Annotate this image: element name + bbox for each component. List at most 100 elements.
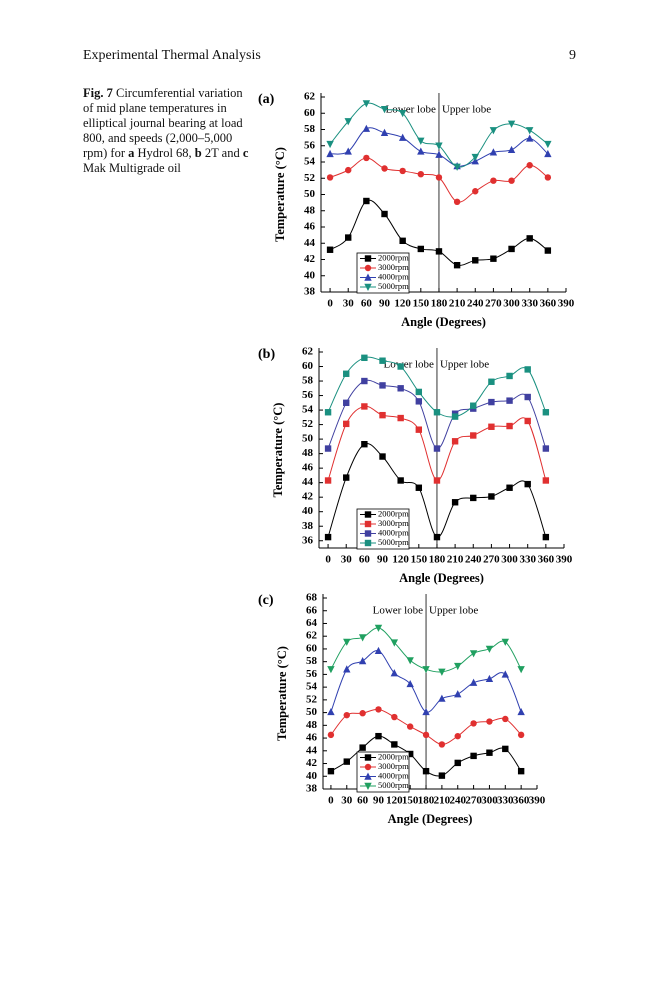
annotation: Lower lobe bbox=[384, 359, 435, 371]
x-tick-label: 120 bbox=[392, 554, 409, 566]
data-point bbox=[343, 399, 350, 407]
x-tick-label: 360 bbox=[540, 298, 557, 310]
x-tick-label: 330 bbox=[497, 795, 514, 807]
data-point bbox=[544, 247, 552, 254]
data-point bbox=[435, 142, 443, 150]
legend-marker bbox=[364, 782, 372, 790]
data-point bbox=[374, 624, 383, 632]
data-point bbox=[524, 480, 531, 488]
data-point bbox=[397, 363, 404, 370]
y-tick-label: 58 bbox=[302, 375, 314, 387]
y-tick-label: 46 bbox=[302, 462, 314, 474]
y-tick-label: 46 bbox=[306, 732, 318, 744]
data-point bbox=[361, 440, 368, 448]
data-point bbox=[488, 423, 495, 430]
panel-label: (a) bbox=[258, 92, 275, 107]
x-tick-label: 120 bbox=[394, 298, 411, 310]
data-point bbox=[453, 163, 461, 171]
data-point bbox=[433, 533, 441, 541]
data-point bbox=[397, 385, 404, 392]
y-tick-label: 50 bbox=[302, 433, 314, 445]
caption-label: Fig. 7 bbox=[83, 86, 113, 100]
data-point bbox=[488, 378, 495, 385]
data-point bbox=[524, 366, 531, 373]
y-tick-label: 62 bbox=[304, 91, 316, 103]
x-axis-label: Angle (Degrees) bbox=[401, 315, 486, 329]
x-tick-label: 300 bbox=[501, 554, 518, 566]
x-tick-label: 90 bbox=[373, 795, 385, 807]
legend-label: 2000rpm bbox=[378, 252, 409, 262]
legend-label: 3000rpm bbox=[378, 761, 409, 771]
data-point bbox=[390, 639, 399, 647]
y-tick-label: 46 bbox=[304, 221, 316, 233]
data-point bbox=[526, 127, 534, 135]
data-point bbox=[415, 388, 423, 396]
data-point bbox=[438, 668, 446, 676]
data-point bbox=[526, 134, 534, 142]
data-point bbox=[345, 166, 352, 174]
caption-text: Circumferential variation of mid plane t… bbox=[83, 86, 243, 160]
data-point bbox=[343, 370, 350, 377]
data-point bbox=[417, 170, 425, 178]
data-point bbox=[379, 411, 386, 419]
data-point bbox=[343, 711, 350, 719]
data-point bbox=[359, 710, 366, 717]
legend-label: 5000rpm bbox=[378, 780, 409, 790]
x-tick-label: 150 bbox=[413, 298, 430, 310]
data-point bbox=[381, 210, 388, 218]
data-point bbox=[470, 494, 477, 502]
x-tick-label: 90 bbox=[377, 554, 389, 566]
x-tick-label: 210 bbox=[434, 795, 451, 807]
y-tick-label: 66 bbox=[306, 604, 318, 616]
data-point bbox=[517, 666, 525, 674]
data-point bbox=[375, 732, 382, 740]
y-tick-label: 56 bbox=[304, 139, 316, 151]
data-point bbox=[433, 445, 441, 452]
data-point bbox=[488, 398, 495, 406]
y-tick-label: 36 bbox=[302, 534, 314, 546]
data-point bbox=[415, 398, 423, 405]
x-tick-label: 0 bbox=[328, 795, 334, 807]
data-point bbox=[470, 720, 477, 727]
data-point bbox=[361, 403, 368, 410]
data-point bbox=[506, 397, 513, 404]
y-tick-label: 44 bbox=[302, 476, 314, 488]
data-point bbox=[326, 174, 334, 181]
data-point bbox=[485, 674, 494, 683]
data-point bbox=[470, 402, 477, 409]
data-point bbox=[324, 477, 332, 484]
data-point bbox=[490, 255, 497, 262]
x-tick-label: 360 bbox=[538, 554, 555, 566]
data-point bbox=[363, 154, 370, 162]
data-point bbox=[379, 382, 386, 389]
data-point bbox=[327, 731, 335, 739]
data-point bbox=[406, 679, 414, 688]
data-point bbox=[507, 120, 516, 128]
x-tick-label: 360 bbox=[513, 795, 530, 807]
panel-label: (b) bbox=[258, 347, 275, 362]
figure-caption: Fig. 7 Circumferential variation of mid … bbox=[83, 86, 255, 176]
x-tick-label: 240 bbox=[465, 554, 482, 566]
legend-marker bbox=[364, 772, 372, 780]
panel-label: (c) bbox=[258, 593, 274, 608]
data-point bbox=[508, 245, 515, 253]
data-point bbox=[524, 393, 531, 401]
data-point bbox=[517, 767, 525, 775]
data-point bbox=[417, 245, 425, 253]
data-point bbox=[469, 650, 478, 658]
data-point bbox=[391, 713, 398, 721]
data-point bbox=[361, 377, 368, 385]
y-tick-label: 54 bbox=[304, 156, 316, 168]
x-tick-label: 30 bbox=[341, 554, 353, 566]
legend-label: 3000rpm bbox=[378, 518, 409, 528]
y-axis-label: Temperature (°C) bbox=[273, 147, 287, 242]
y-tick-label: 38 bbox=[306, 783, 318, 795]
y-tick-label: 40 bbox=[306, 770, 318, 782]
data-point bbox=[422, 707, 430, 716]
data-point bbox=[526, 235, 533, 242]
legend-marker bbox=[364, 273, 372, 281]
y-tick-label: 52 bbox=[306, 693, 318, 705]
y-tick-label: 48 bbox=[306, 719, 318, 731]
y-tick-label: 58 bbox=[306, 655, 318, 667]
